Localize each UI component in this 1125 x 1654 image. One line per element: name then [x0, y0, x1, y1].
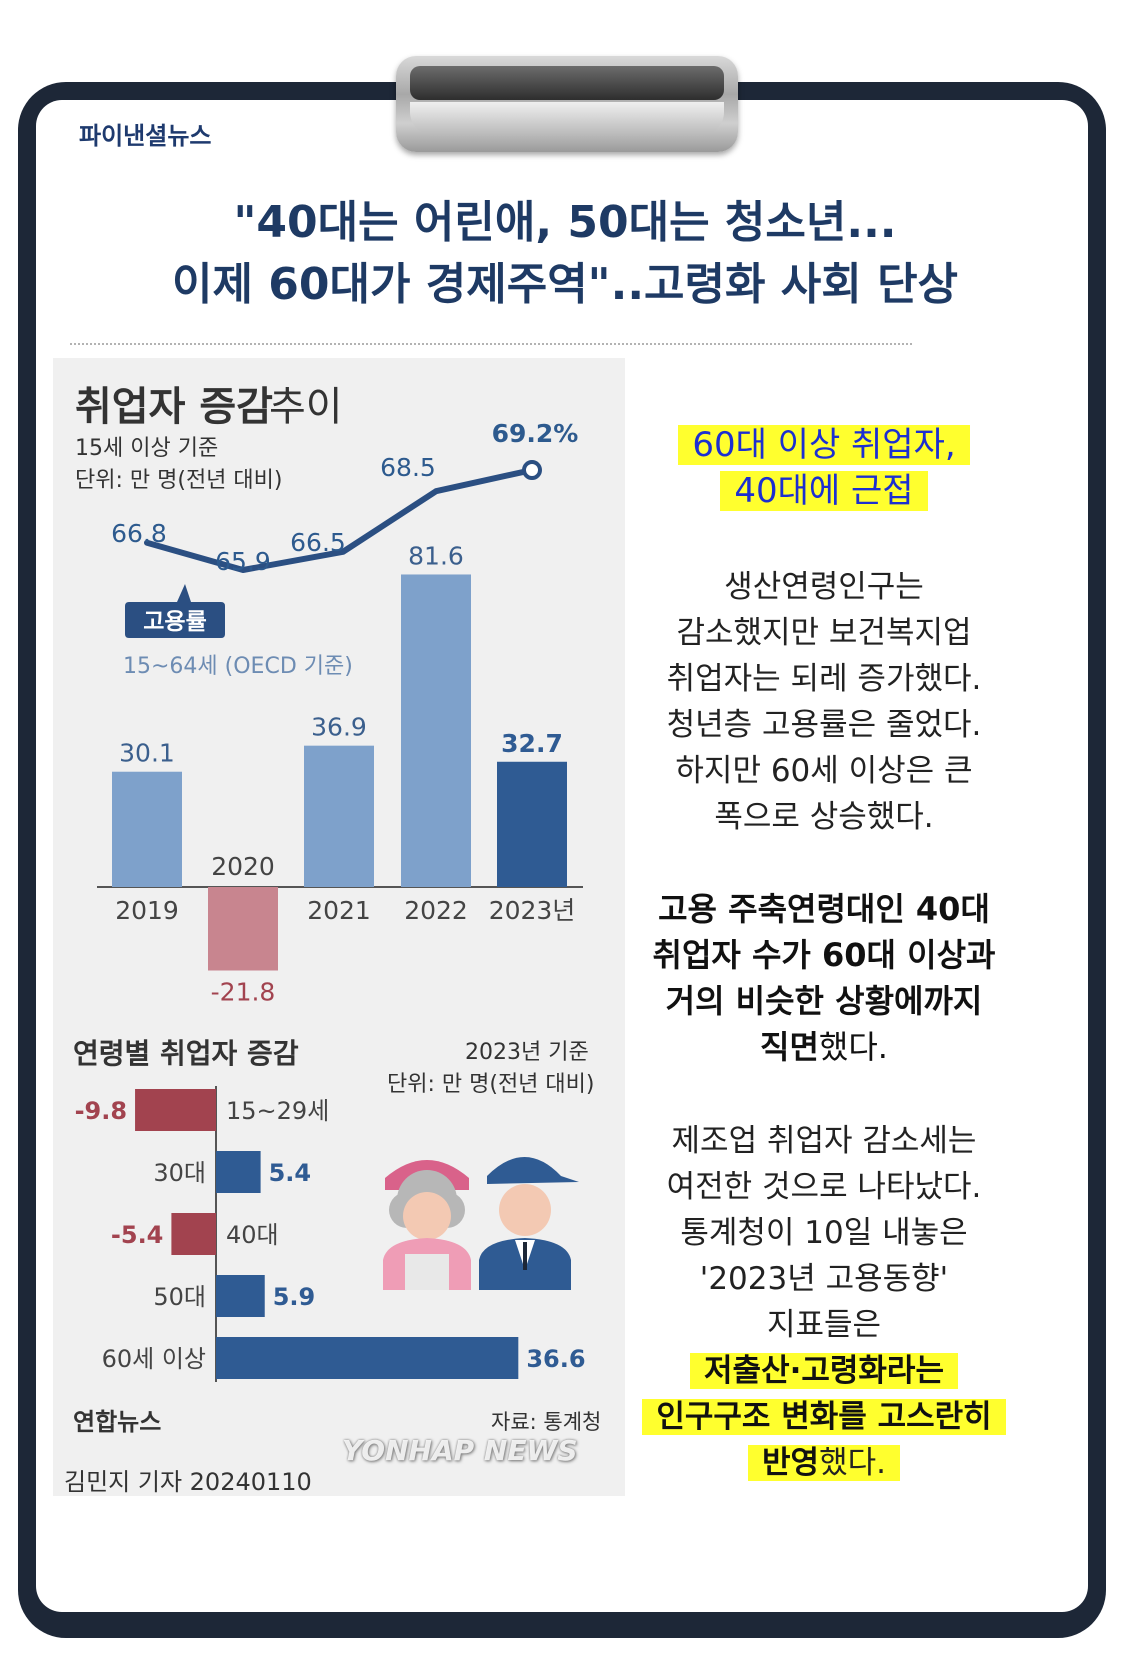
age-value-label: 5.9: [273, 1283, 316, 1311]
age-bar-60세 이상: [216, 1337, 519, 1379]
chart-canvas: 30.1 2019 -21.8 2020 36.9 2021 81.6 2022 32.7 202…: [75, 419, 586, 1382]
paragraph-1-line: 취업자는 되레 증가했다.: [666, 661, 982, 697]
rate-end-point: [522, 460, 542, 481]
age-chart-unit: 단위: 만 명(전년 대비): [387, 1072, 595, 1097]
age-bar-15~29세: [135, 1089, 216, 1131]
paragraph-1: 생산연령인구는 감소했지만 보건복지업 취업자는 되레 증가했다. 청년층 고용…: [640, 564, 1008, 840]
rate-value-label: 66.8: [111, 519, 167, 548]
chart-title-light: 추이: [269, 384, 343, 430]
paragraph-3-line: 지표들은: [766, 1307, 882, 1343]
right-headline: 60대 이상 취업자, 40대에 근접: [640, 422, 1008, 514]
age-value-label: 36.6: [526, 1345, 585, 1373]
paragraph-1-line: 하지만 60세 이상은 큰: [675, 753, 973, 789]
rate-value-label: 69.2%: [492, 419, 579, 448]
watermark: YONHAP NEWS: [342, 1434, 578, 1467]
paragraph-3-line: 통계청이 10일 내놓은: [680, 1215, 968, 1251]
yonhap-logo: 연합뉴스: [73, 1408, 162, 1436]
brand-logo: 파이낸셜뉴스: [79, 122, 212, 150]
x-tick-label: 2023년: [489, 896, 576, 925]
bar-2023년: [497, 761, 567, 887]
bar-2021: [304, 745, 374, 887]
paragraph-2-line: 고용 주축연령대인 40대: [658, 890, 990, 928]
clip-slot: [410, 66, 724, 100]
emphasis-word: 반영: [762, 1445, 820, 1481]
paragraph-3-line: '2023년 고용동향': [699, 1261, 949, 1297]
bar-2019: [112, 771, 182, 887]
rate-basis: 15~64세 (OECD 기준): [123, 654, 353, 679]
paragraph-3: 제조업 취업자 감소세는 여전한 것으로 나타났다. 통계청이 10일 내놓은 …: [640, 1118, 1008, 1486]
rate-callout-box: [125, 584, 225, 638]
line-rest: 했다.: [818, 1028, 888, 1066]
paragraph-1-line: 청년층 고용률은 줄었다.: [666, 707, 982, 743]
x-tick-label: 2021: [307, 896, 371, 925]
age-category-label: 50대: [153, 1283, 206, 1311]
chart-basis: 15세 이상 기준: [75, 436, 219, 461]
bar-value-label: 36.9: [311, 713, 367, 742]
rate-value-label: 66.5: [290, 528, 346, 557]
byline: 김민지 기자 20240110: [64, 1468, 312, 1496]
age-value-label: 5.4: [269, 1159, 312, 1187]
highlight-line-1: 저출산·고령화라는: [690, 1353, 958, 1389]
age-value-label: -5.4: [111, 1221, 163, 1249]
age-category-label: 30대: [153, 1159, 206, 1187]
rate-value-label: 68.5: [380, 453, 436, 482]
paragraph-1-line: 생산연령인구는: [724, 569, 924, 605]
age-chart-basis: 2023년 기준: [465, 1040, 589, 1065]
paragraph-3-line: 제조업 취업자 감소세는: [671, 1123, 977, 1159]
chart-unit: 단위: 만 명(전년 대비): [75, 468, 283, 493]
bar-value-label: 81.6: [408, 541, 464, 570]
clip-band: [410, 102, 724, 136]
bar-value-label: 32.7: [501, 729, 563, 758]
age-category-label: 15~29세: [226, 1097, 329, 1125]
paragraph-2-line: 거의 비슷한 상황에까지: [665, 982, 983, 1020]
bar-value-label: -21.8: [211, 977, 276, 1006]
x-tick-label: 2019: [115, 896, 179, 925]
rate-value-label: 65.9: [215, 547, 271, 576]
bar-value-label: 30.1: [119, 739, 175, 768]
infographic-panel: 취업자 증감 추이 15세 이상 기준 단위: 만 명(전년 대비) 15~64…: [53, 358, 625, 1496]
x-tick-label: 2020: [211, 852, 275, 881]
source-label: 자료: 통계청: [491, 1410, 602, 1434]
age-chart-title: 연령별 취업자 증감: [73, 1037, 299, 1070]
headline-line-2: 이제 60대가 경제주역"..고령화 사회 단상: [171, 259, 959, 310]
paragraph-2-line: 취업자 수가 60대 이상과: [652, 936, 996, 974]
workers-figure-icon: [383, 1157, 579, 1290]
age-bar-50대: [216, 1275, 265, 1317]
age-category-label: 40대: [226, 1221, 279, 1249]
age-bar-30대: [216, 1151, 261, 1193]
paragraph-3-line: 여전한 것으로 나타났다.: [666, 1169, 982, 1205]
paragraph-2-line-last: 직면했다.: [640, 1024, 1008, 1070]
rate-line: [144, 467, 535, 573]
headline-line-1: "40대는 어린애, 50대는 청소년...: [233, 197, 897, 248]
age-value-label: -9.8: [75, 1097, 127, 1125]
age-category-label: 60세 이상: [102, 1345, 206, 1373]
right-headline-line-2: 40대에 근접: [720, 471, 928, 511]
highlight-line-2: 인구구조 변화를 고스란히: [642, 1399, 1006, 1435]
paragraph-1-line: 감소했지만 보건복지업: [676, 615, 972, 651]
rate-callout-label: 고용률: [143, 609, 206, 635]
paragraph-1-line: 폭으로 상승했다.: [714, 799, 934, 835]
dotted-divider: [70, 343, 912, 345]
paragraph-2: 고용 주축연령대인 40대 취업자 수가 60대 이상과 거의 비슷한 상황에까…: [640, 886, 1008, 1070]
age-bar-40대: [171, 1213, 216, 1255]
chart-title-bold: 취업자 증감: [75, 384, 273, 430]
emphasis-word: 직면: [760, 1028, 819, 1066]
line-rest: 했다.: [819, 1445, 886, 1481]
highlight-line-3: 반영했다.: [748, 1445, 900, 1481]
bar-2020: [208, 887, 278, 971]
right-headline-line-1: 60대 이상 취업자,: [678, 425, 970, 465]
bar-2022: [401, 574, 471, 887]
x-tick-label: 2022: [404, 896, 468, 925]
